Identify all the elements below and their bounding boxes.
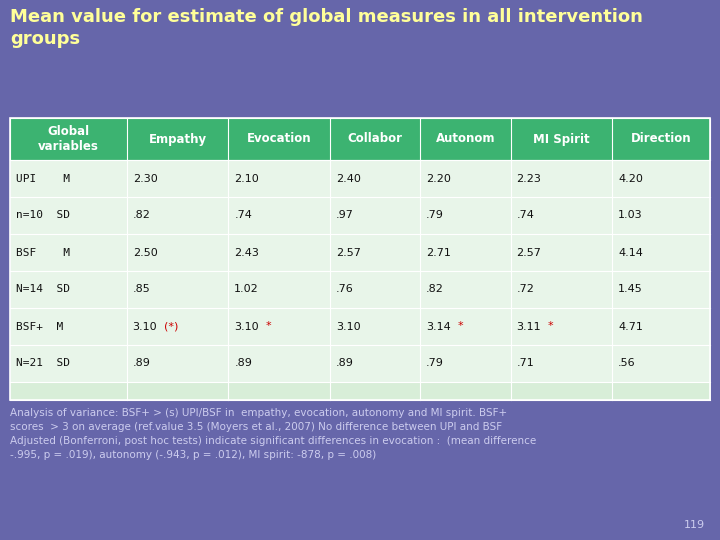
Text: 3.11: 3.11 bbox=[516, 321, 541, 332]
Text: 1.02: 1.02 bbox=[234, 285, 259, 294]
Text: UPI    M: UPI M bbox=[16, 173, 70, 184]
Text: Collabor: Collabor bbox=[348, 132, 402, 145]
Text: Empathy: Empathy bbox=[148, 132, 207, 145]
Text: .89: .89 bbox=[234, 359, 252, 368]
Text: N=14  SD: N=14 SD bbox=[16, 285, 70, 294]
Bar bbox=[10, 234, 710, 271]
Text: Direction: Direction bbox=[631, 132, 691, 145]
Text: .82: .82 bbox=[426, 285, 444, 294]
Bar bbox=[10, 345, 710, 382]
Text: 2.40: 2.40 bbox=[336, 173, 361, 184]
Text: 1.45: 1.45 bbox=[618, 285, 643, 294]
Bar bbox=[10, 197, 710, 234]
Text: 2.43: 2.43 bbox=[234, 247, 259, 258]
Text: Analysis of variance: BSF+ > (s) UPI/BSF in  empathy, evocation, autonomy and MI: Analysis of variance: BSF+ > (s) UPI/BSF… bbox=[10, 408, 536, 460]
Text: .76: .76 bbox=[336, 285, 354, 294]
Text: 2.50: 2.50 bbox=[132, 247, 158, 258]
Text: 3.10: 3.10 bbox=[336, 321, 361, 332]
Text: BSF    M: BSF M bbox=[16, 247, 70, 258]
Text: .97: .97 bbox=[336, 211, 354, 220]
Text: 119: 119 bbox=[684, 520, 705, 530]
Bar bbox=[10, 271, 710, 308]
Text: 4.71: 4.71 bbox=[618, 321, 643, 332]
Text: .72: .72 bbox=[516, 285, 534, 294]
Text: Evocation: Evocation bbox=[247, 132, 311, 145]
Text: 2.57: 2.57 bbox=[516, 247, 541, 258]
Text: N=21  SD: N=21 SD bbox=[16, 359, 70, 368]
Text: .74: .74 bbox=[516, 211, 534, 220]
Text: 2.23: 2.23 bbox=[516, 173, 541, 184]
Text: .85: .85 bbox=[132, 285, 150, 294]
Text: Autonom: Autonom bbox=[436, 132, 495, 145]
Text: 3.10: 3.10 bbox=[132, 321, 157, 332]
Text: 2.57: 2.57 bbox=[336, 247, 361, 258]
Text: 2.71: 2.71 bbox=[426, 247, 451, 258]
Text: 2.10: 2.10 bbox=[234, 173, 259, 184]
Text: 2.30: 2.30 bbox=[132, 173, 158, 184]
Text: .71: .71 bbox=[516, 359, 534, 368]
Text: BSF+  M: BSF+ M bbox=[16, 321, 63, 332]
Text: 2.20: 2.20 bbox=[426, 173, 451, 184]
Text: 4.20: 4.20 bbox=[618, 173, 643, 184]
Text: .74: .74 bbox=[234, 211, 252, 220]
Text: (*): (*) bbox=[163, 321, 178, 332]
Text: MI Spirit: MI Spirit bbox=[533, 132, 590, 145]
Text: .79: .79 bbox=[426, 359, 444, 368]
Bar bbox=[10, 308, 710, 345]
Text: .56: .56 bbox=[618, 359, 636, 368]
Text: .82: .82 bbox=[132, 211, 150, 220]
Text: Global
variables: Global variables bbox=[38, 125, 99, 153]
Text: Mean value for estimate of global measures in all intervention
groups: Mean value for estimate of global measur… bbox=[10, 8, 643, 48]
Text: *: * bbox=[265, 321, 271, 332]
Text: 1.03: 1.03 bbox=[618, 211, 643, 220]
Text: .89: .89 bbox=[336, 359, 354, 368]
Text: n=10  SD: n=10 SD bbox=[16, 211, 70, 220]
Text: .79: .79 bbox=[426, 211, 444, 220]
Text: *: * bbox=[457, 321, 463, 332]
Bar bbox=[10, 118, 710, 160]
Bar bbox=[10, 118, 710, 400]
Text: *: * bbox=[547, 321, 553, 332]
Text: 3.14: 3.14 bbox=[426, 321, 451, 332]
Text: 3.10: 3.10 bbox=[234, 321, 259, 332]
Bar bbox=[10, 382, 710, 400]
Text: .89: .89 bbox=[132, 359, 150, 368]
Bar bbox=[10, 160, 710, 197]
Text: 4.14: 4.14 bbox=[618, 247, 643, 258]
